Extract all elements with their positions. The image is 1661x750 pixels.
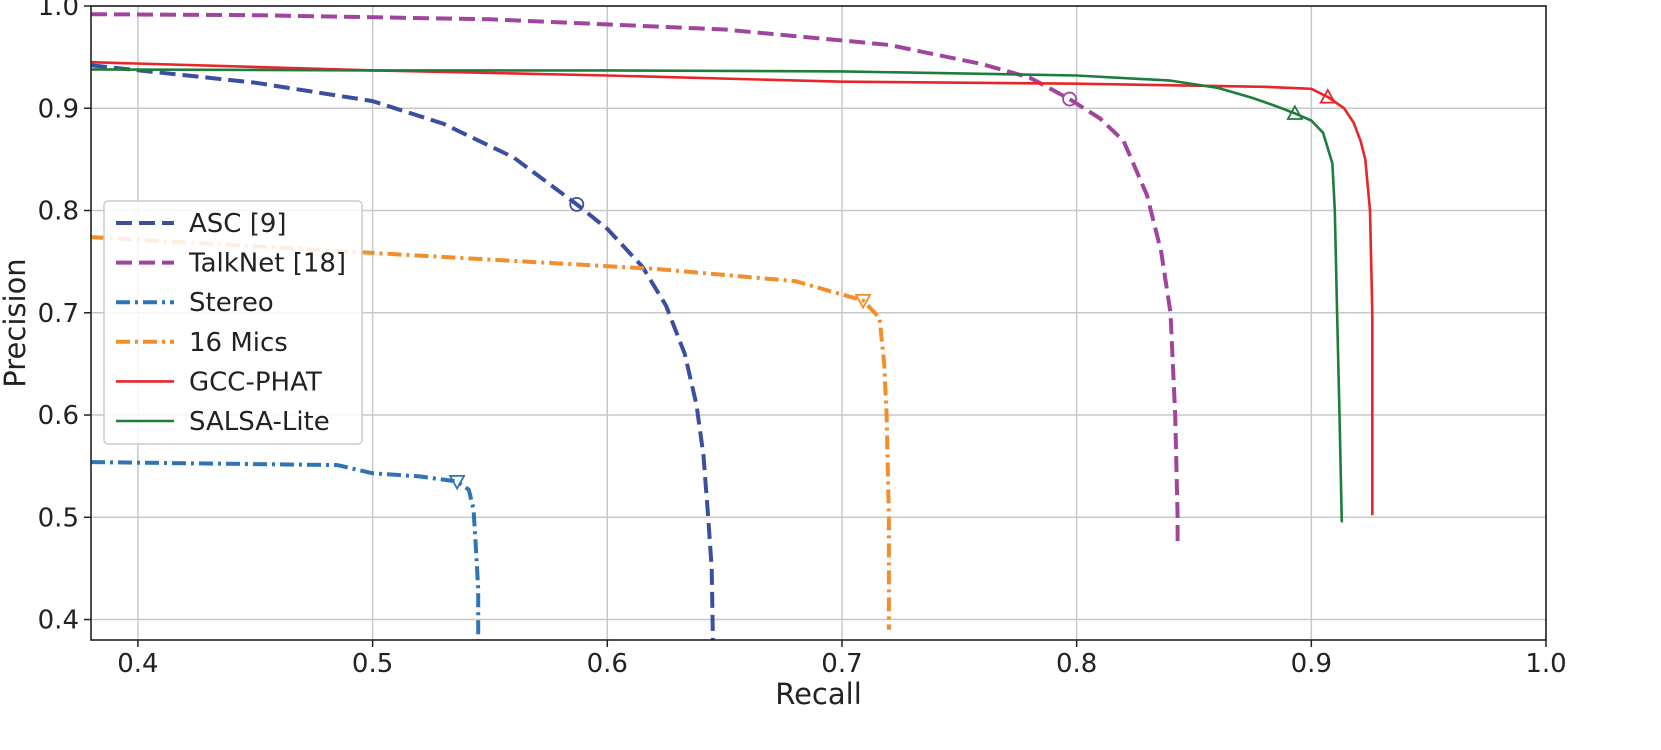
- marker-salsa-lite: [1286, 104, 1304, 120]
- x-tick-label: 0.4: [117, 649, 158, 679]
- legend: ASC [9] TalkNet [18] Stereo 16 Mics GCC-PHAT…: [103, 200, 363, 445]
- marker-gcc-phat: [1319, 88, 1337, 104]
- legend-label: 16 Mics: [189, 328, 288, 358]
- series-layer: [91, 12, 1374, 640]
- legend-label: TalkNet [18]: [188, 249, 346, 279]
- y-tick-label: 0.9: [38, 94, 79, 124]
- x-tick-label: 0.8: [1056, 649, 1097, 679]
- x-tick-label: 0.5: [352, 649, 393, 679]
- legend-label: SALSA-Lite: [189, 407, 330, 437]
- ticks: 0.4 0.5 0.6 0.7 0.8 0.9 1.0 0.4 0.5 0.6 0.7 0.8 0.9 1…: [38, 0, 1567, 679]
- x-tick-label: 0.7: [821, 649, 862, 679]
- legend-label: ASC [9]: [189, 209, 287, 239]
- series-line-gcc-phat: [91, 60, 1374, 516]
- legend-label: GCC-PHAT: [189, 367, 322, 397]
- y-tick-label: 0.6: [38, 401, 79, 431]
- y-tick-label: 0.5: [38, 503, 79, 533]
- series-line-talknet-18: [91, 12, 1180, 545]
- y-tick-label: 0.7: [38, 299, 79, 329]
- x-tick-label: 0.6: [587, 649, 628, 679]
- legend-label: Stereo: [189, 288, 274, 318]
- x-axis-title: Recall: [775, 677, 862, 711]
- marker-talknet-18: [1062, 91, 1078, 107]
- x-tick-label: 1.0: [1525, 649, 1566, 679]
- series-line-stereo: [91, 460, 481, 640]
- marker-stereo: [448, 474, 466, 491]
- series-line-salsa-lite: [91, 68, 1344, 523]
- x-tick-label: 0.9: [1291, 649, 1332, 679]
- series-line-16-mics: [91, 235, 891, 630]
- y-tick-label: 0.8: [38, 197, 79, 227]
- plot-frame: [90, 5, 1547, 641]
- marker-16-mics: [854, 294, 872, 310]
- y-tick-label: 0.4: [38, 606, 79, 636]
- marker-asc-9: [569, 196, 585, 212]
- y-tick-label: 1.0: [38, 0, 79, 22]
- y-axis-title: Precision: [0, 258, 32, 387]
